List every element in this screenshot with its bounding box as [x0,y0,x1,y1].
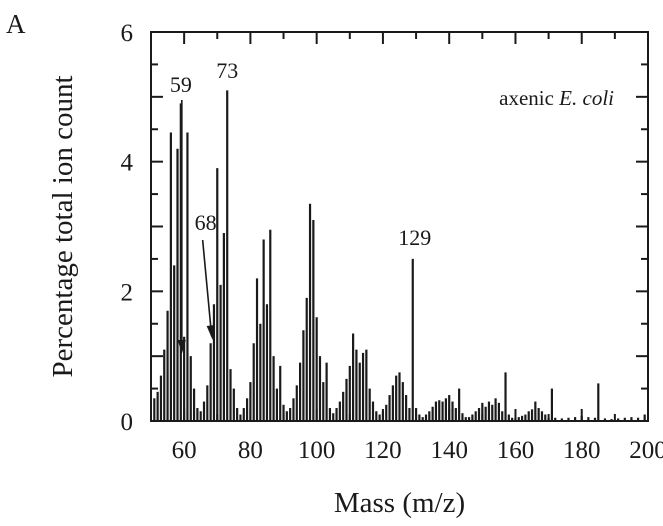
x-axis-ticks: 60 80 100 120 140 160 180 200 [150,32,663,464]
peak-label: 73 [216,58,238,83]
peak-label: 68 [195,210,217,235]
x-tick-label: 60 [172,437,197,464]
y-axis-label: Percentage total ion count [47,76,79,378]
y-tick-label: 6 [121,20,134,47]
legend-text: axenic E. coli [499,86,614,110]
x-tick-label: 100 [298,437,336,464]
x-tick-label: 120 [364,437,402,464]
arrow-head [177,340,186,354]
x-axis-label: Mass (m/z) [334,487,465,519]
x-tick-label: 200 [629,437,663,464]
peak-annotations: 59 73 68 129 [170,58,431,354]
legend-italic: E. coli [558,86,614,110]
x-tick-label: 180 [563,437,601,464]
y-tick-label: 2 [121,279,134,306]
annotation-arrow [201,239,213,337]
x-tick-label: 140 [430,437,468,464]
x-tick-label: 160 [497,437,535,464]
peak-label: 129 [398,225,431,250]
legend-plain: axenic [499,86,559,110]
x-tick-label: 80 [238,437,263,464]
spectrum-bars [153,90,646,421]
y-tick-label: 0 [121,409,134,436]
peak-label: 59 [170,72,192,97]
arrow-head [206,325,215,340]
y-axis-ticks: 0 2 4 6 [121,20,648,436]
y-tick-label: 4 [121,150,134,177]
panel-label: A [6,9,26,39]
